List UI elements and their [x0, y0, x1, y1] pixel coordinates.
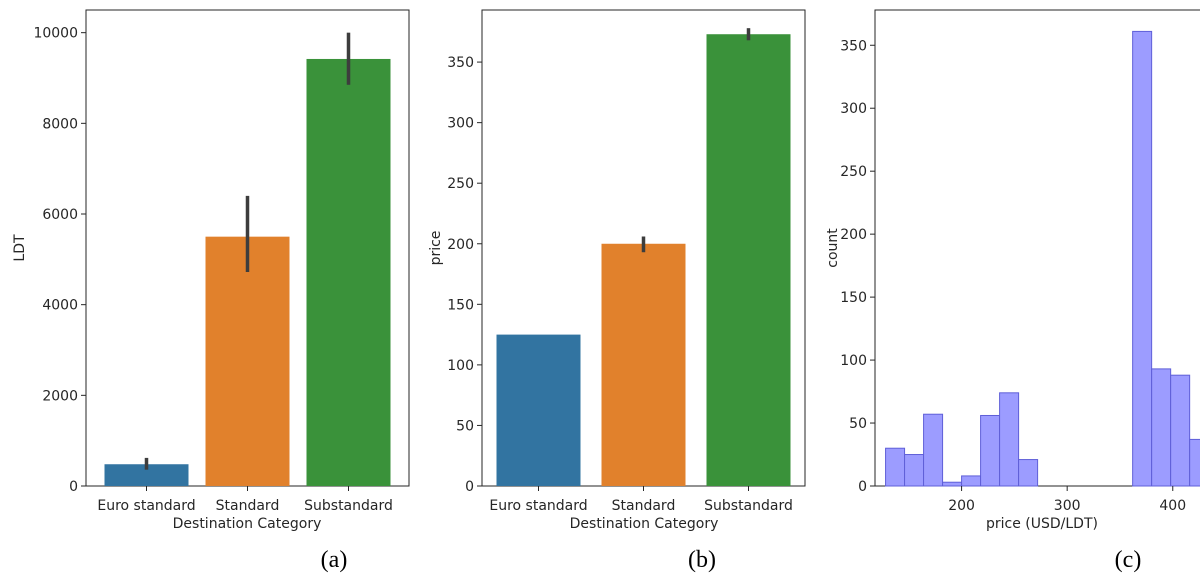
panel-c-label: (c): [1115, 547, 1142, 573]
panel-a-x-axis-label: Destination Category: [173, 516, 322, 532]
panel-a-y-axis-label: LDT: [12, 234, 28, 262]
panel-b-x-axis-label: Destination Category: [570, 516, 719, 532]
y-tick-label: 250: [447, 176, 474, 192]
panel-b-bar-chart: 0 50 100 150 200 250 300 350 Euro standard Stand…: [428, 9, 806, 573]
y-tick-label: 350: [840, 38, 867, 54]
panel-c-y-axis-label: count: [825, 228, 841, 268]
histogram-bin: [904, 454, 925, 487]
x-tick-label: Substandard: [304, 498, 393, 514]
y-tick-label: 300: [840, 101, 867, 117]
y-tick-label: 4000: [42, 298, 78, 314]
bar: [496, 334, 581, 486]
bar: [104, 464, 189, 486]
y-tick-label: 10000: [33, 26, 78, 42]
panel-b-error-bars: [641, 28, 751, 253]
histogram-bin: [885, 447, 906, 487]
panel-b-x-ticks: Euro standard Standard Substandard: [489, 486, 793, 514]
panel-c-bins: [885, 30, 1200, 487]
panel-b-y-axis-label: price: [428, 231, 444, 266]
y-tick-label: 0: [465, 479, 474, 495]
y-tick-label: 50: [849, 416, 867, 432]
x-tick-label: 200: [948, 498, 975, 514]
histogram-bin: [1170, 374, 1191, 487]
y-tick-label: 200: [447, 237, 474, 253]
panel-a-y-ticks: 0 2000 4000 6000 8000 10000: [33, 26, 86, 495]
y-tick-label: 0: [69, 479, 78, 495]
panel-c-y-ticks: 0 50 100 150 200 250 300 350: [840, 38, 875, 495]
y-tick-label: 200: [840, 227, 867, 243]
y-tick-label: 100: [447, 358, 474, 374]
y-tick-label: 150: [840, 290, 867, 306]
histogram-bin: [1151, 368, 1172, 487]
histogram-bin: [961, 475, 982, 487]
x-tick-label: Euro standard: [489, 498, 587, 514]
histogram-bin: [942, 481, 963, 487]
panel-a-error-bars: [144, 32, 351, 470]
histogram-bin: [1132, 30, 1153, 487]
histogram-bin: [999, 392, 1020, 487]
panel-a-x-ticks: Euro standard Standard Substandard: [97, 486, 393, 514]
y-tick-label: 350: [447, 55, 474, 71]
y-tick-label: 0: [858, 479, 867, 495]
panel-b-y-ticks: 0 50 100 150 200 250 300 350: [447, 55, 482, 495]
x-tick-label: Standard: [216, 498, 280, 514]
y-tick-label: 300: [447, 116, 474, 132]
y-tick-label: 250: [840, 164, 867, 180]
x-tick-label: Substandard: [704, 498, 793, 514]
panel-a-label: (a): [321, 547, 348, 573]
y-tick-label: 50: [456, 418, 474, 434]
histogram-bin: [980, 414, 1001, 487]
x-tick-label: 300: [1054, 498, 1081, 514]
y-tick-label: 2000: [42, 388, 78, 404]
panel-b-bars: [496, 34, 791, 487]
histogram-bin: [1018, 459, 1039, 487]
x-tick-label: 400: [1159, 498, 1186, 514]
x-tick-label: Standard: [612, 498, 676, 514]
panel-c-x-ticks: 200 300 400: [948, 486, 1186, 514]
histogram-bin: [1189, 438, 1200, 487]
x-tick-label: Euro standard: [97, 498, 195, 514]
y-tick-label: 8000: [42, 116, 78, 132]
panel-c-x-axis-label: price (USD/LDT): [986, 516, 1098, 532]
panel-c-histogram: 0 50 100 150 200 250 300 350 200 300 400 price (U…: [825, 9, 1200, 573]
bar: [306, 58, 391, 487]
bar: [205, 236, 290, 486]
panel-a-bar-chart: 0 2000 4000 6000 8000 10000 Euro standard Stan…: [12, 9, 410, 573]
bar: [601, 243, 686, 486]
panel-c-frame: [874, 9, 1200, 487]
bar: [706, 34, 791, 487]
panel-a-bars: [104, 58, 391, 487]
histogram-bin: [923, 413, 944, 487]
panel-b-label: (b): [688, 547, 716, 573]
y-tick-label: 100: [840, 353, 867, 369]
y-tick-label: 6000: [42, 207, 78, 223]
y-tick-label: 150: [447, 297, 474, 313]
